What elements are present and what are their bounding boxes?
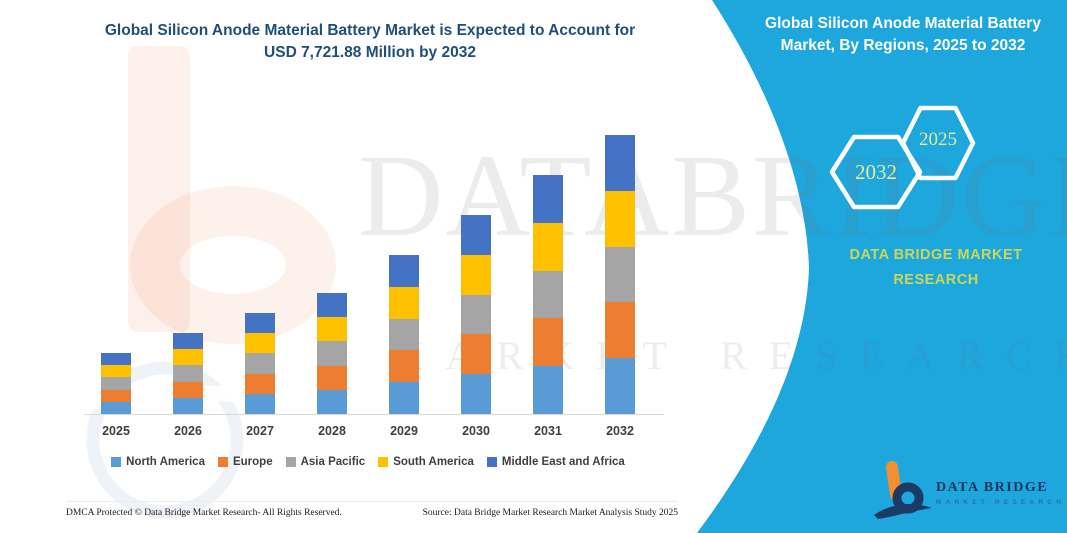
bar-segment-2026-asia-pacific [173, 365, 203, 382]
bar-segment-2025-asia-pacific [101, 377, 131, 390]
bar-segment-2028-north-america [317, 389, 347, 414]
bar-segment-2028-middle-east-and-africa [317, 293, 347, 318]
bar-segment-2027-middle-east-and-africa [245, 312, 275, 334]
legend-label: Asia Pacific [300, 456, 366, 468]
bar-segment-2026-middle-east-and-africa [173, 333, 203, 350]
bar-segment-2028-asia-pacific [317, 341, 347, 366]
bar-2026 [173, 333, 203, 414]
legend-label: North America [126, 456, 205, 468]
x-axis-label-2025: 2025 [102, 424, 130, 438]
bar-segment-2032-north-america [605, 358, 635, 414]
bar-segment-2031-middle-east-and-africa [533, 175, 563, 223]
x-axis-label-2031: 2031 [534, 424, 562, 438]
legend-swatch-icon [217, 457, 228, 467]
bar-segment-2029-europe [389, 350, 419, 383]
legend-swatch-icon [378, 457, 389, 467]
bar-segment-2025-north-america [101, 401, 131, 414]
legend-swatch-icon [486, 457, 497, 467]
company-logo: DATA BRIDGE MARKET RESEARCH [872, 460, 1061, 526]
company-logo-name: DATA BRIDGE [936, 480, 1049, 495]
bar-segment-2029-middle-east-and-africa [389, 255, 419, 287]
x-axis-label-2028: 2028 [318, 424, 346, 438]
bar-segment-2027-asia-pacific [245, 353, 275, 374]
hexagon-2025-label: 2025 [919, 129, 957, 150]
x-axis-labels: 2025 2026 2027 2028 2029 2030 2031 2032 [86, 424, 650, 438]
bar-segment-2029-north-america [389, 382, 419, 414]
panel-title-line2: Market, By Regions, 2025 to 2032 [780, 36, 1026, 54]
bar-segment-2032-asia-pacific [605, 246, 635, 303]
x-axis-label-2030: 2030 [462, 424, 490, 438]
bar-2025 [101, 353, 131, 414]
x-axis-label-2027: 2027 [246, 424, 274, 438]
bar-segment-2029-asia-pacific [389, 318, 419, 351]
panel-brand-text: DATA BRIDGE MARKET RESEARCH [805, 243, 1067, 294]
bar-segment-2031-europe [533, 318, 563, 367]
bar-segment-2031-asia-pacific [533, 270, 563, 319]
year-hexagons [829, 105, 976, 210]
x-axis-label-2029: 2029 [390, 424, 418, 438]
legend-label: Europe [232, 456, 273, 468]
company-logo-subname: MARKET RESEARCH [936, 499, 1066, 506]
footer-copyright: DMCA Protected © Data Bridge Market Rese… [66, 508, 342, 518]
panel-title-line1: Global Silicon Anode Material Battery [765, 15, 1041, 32]
bar-segment-2025-europe [101, 389, 131, 402]
legend-item-north-america: North America [111, 456, 205, 468]
bar-segment-2027-north-america [245, 393, 275, 414]
hexagon-2032-label: 2032 [855, 160, 897, 184]
bar-segment-2026-europe [173, 381, 203, 398]
legend-item-middle-east-and-africa: Middle East and Africa [486, 456, 625, 468]
hexagon-2025-outline [900, 105, 976, 181]
bar-segment-2030-europe [461, 334, 491, 375]
bar-segment-2030-south-america [461, 254, 491, 295]
legend-item-europe: Europe [217, 456, 273, 468]
bar-segment-2027-europe [245, 373, 275, 394]
chart-title-line2: USD 7,721.88 Million by 2032 [264, 44, 476, 62]
legend-label: South America [393, 456, 474, 468]
x-axis-label-2032: 2032 [606, 424, 634, 438]
bar-segment-2026-south-america [173, 349, 203, 366]
chart-title: Global Silicon Anode Material Battery Ma… [58, 20, 682, 65]
legend-swatch-icon [285, 457, 296, 467]
bar-2029 [389, 255, 419, 414]
footer-source: Source: Data Bridge Market Research Mark… [422, 508, 678, 518]
panel-title: Global Silicon Anode Material Battery Ma… [745, 13, 1061, 56]
bar-2031 [533, 175, 563, 414]
bar-segment-2028-europe [317, 365, 347, 390]
legend-item-asia-pacific: Asia Pacific [285, 456, 366, 468]
bar-segment-2028-south-america [317, 317, 347, 342]
legend-label: Middle East and Africa [501, 456, 625, 468]
bar-segment-2031-south-america [533, 222, 563, 271]
bar-2030 [461, 215, 491, 414]
company-logo-icon [874, 461, 932, 519]
footer: DMCA Protected © Data Bridge Market Rese… [66, 501, 678, 518]
bar-segment-2032-south-america [605, 190, 635, 247]
bar-segment-2030-asia-pacific [461, 294, 491, 335]
stacked-bar-chart [101, 135, 635, 414]
x-axis-line [84, 414, 664, 415]
legend-item-south-america: South America [378, 456, 474, 468]
bar-segment-2030-middle-east-and-africa [461, 215, 491, 255]
x-axis-label-2026: 2026 [174, 424, 202, 438]
bar-segment-2030-north-america [461, 374, 491, 414]
bar-segment-2025-middle-east-and-africa [101, 353, 131, 366]
chart-legend: North America Europe Asia Pacific South Ame… [86, 456, 650, 468]
bar-segment-2025-south-america [101, 365, 131, 378]
bar-segment-2027-south-america [245, 333, 275, 354]
bar-segment-2029-south-america [389, 286, 419, 319]
bar-segment-2032-europe [605, 302, 635, 359]
bar-2032 [605, 135, 635, 414]
bar-2027 [245, 312, 275, 414]
legend-swatch-icon [111, 457, 122, 467]
bar-segment-2032-middle-east-and-africa [605, 135, 635, 191]
bar-2028 [317, 293, 347, 414]
cyan-panel-shape [697, 0, 1067, 533]
chart-title-line1: Global Silicon Anode Material Battery Ma… [104, 22, 636, 39]
bar-segment-2031-north-america [533, 366, 563, 414]
panel-brand-line2: RESEARCH [893, 272, 979, 289]
panel-brand-line1: DATA BRIDGE MARKET [849, 247, 1023, 263]
bar-segment-2026-north-america [173, 397, 203, 414]
